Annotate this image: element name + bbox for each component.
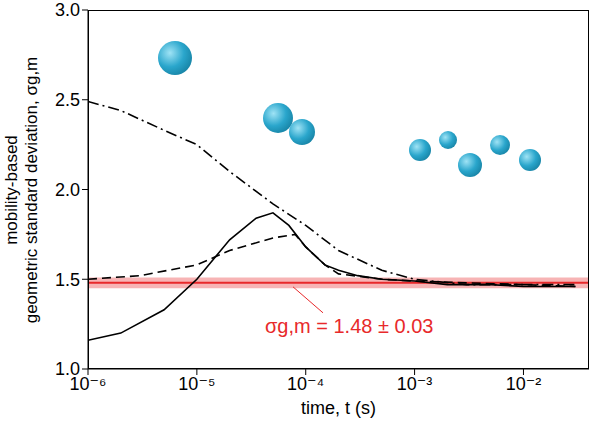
svg-text:time, t (s): time, t (s) [301,398,376,418]
svg-text:1.0: 1.0 [55,359,80,379]
svg-text:1.5: 1.5 [55,270,80,290]
svg-text:10⁻⁴: 10⁻⁴ [287,374,324,394]
svg-text:10⁻⁶: 10⁻⁶ [69,373,107,394]
svg-text:10⁻³: 10⁻³ [397,374,433,394]
svg-text:10⁻⁵: 10⁻⁵ [178,374,215,394]
html-text:geometric standard deviation,: geometric standard deviation, σg,m [22,56,41,323]
html-text:mobility-based: mobility-based [2,134,21,245]
svg-text:2.0: 2.0 [55,180,80,200]
svg-text:3.0: 3.0 [55,0,80,20]
svg-text:10⁻²: 10⁻² [506,374,542,394]
svg-text:2.5: 2.5 [55,90,80,110]
html-text:σg,m = 1.48 ± 0.03: σg,m = 1.48 ± 0.03 [265,314,434,337]
